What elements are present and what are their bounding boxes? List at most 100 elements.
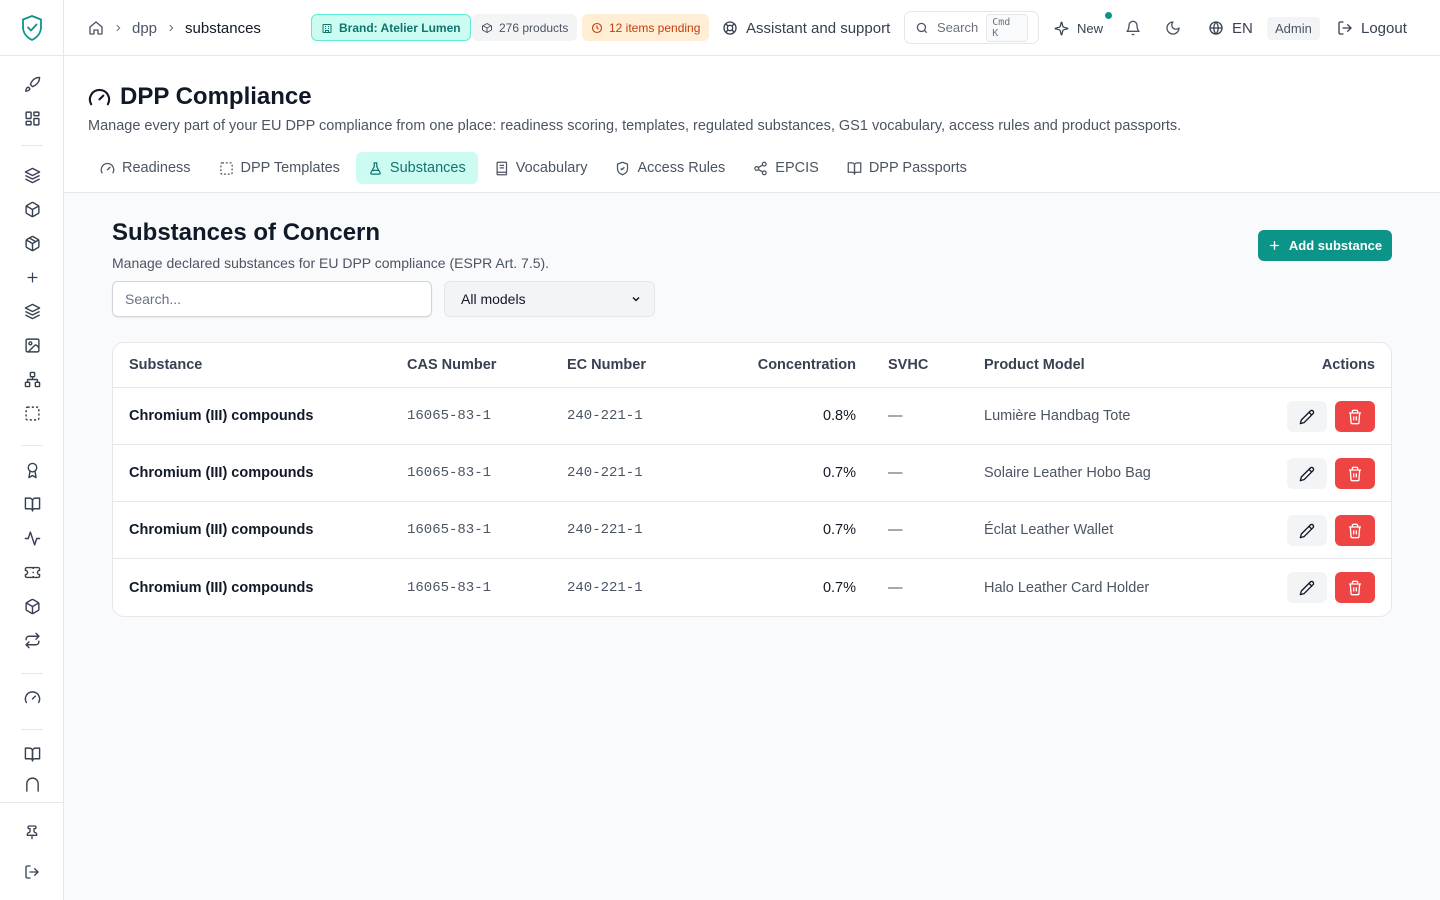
column-header[interactable]: Substance <box>129 357 203 373</box>
trash-icon <box>1347 580 1363 596</box>
box-variant-icon[interactable] <box>20 231 44 255</box>
arch-icon[interactable] <box>20 776 44 792</box>
tab-substances[interactable]: Substances <box>355 152 478 184</box>
delete-button[interactable] <box>1335 458 1375 489</box>
column-header[interactable]: CAS Number <box>407 357 497 373</box>
sign-out-icon[interactable] <box>20 860 44 884</box>
building-icon <box>321 22 333 34</box>
breadcrumb-section[interactable]: dpp <box>132 19 158 37</box>
gauge-icon <box>88 86 111 109</box>
products-badge-label: 276 products <box>499 20 569 35</box>
globe-icon <box>1208 20 1224 36</box>
column-header[interactable]: Concentration <box>757 357 856 373</box>
page-title-text: DPP Compliance <box>120 83 312 110</box>
concentration: 0.7% <box>822 522 856 538</box>
tab-epcis[interactable]: EPCIS <box>741 152 831 184</box>
clock-icon <box>591 22 603 34</box>
tab-vocabulary[interactable]: Vocabulary <box>482 152 600 184</box>
rocket-icon[interactable] <box>20 72 44 96</box>
box-icon <box>481 22 493 34</box>
table-row[interactable]: Chromium (III) compounds 16065-83-1 240-… <box>113 445 1391 502</box>
page-title: DPP Compliance <box>88 83 312 111</box>
sparkles-icon <box>1054 21 1069 36</box>
tab-bar: Readiness DPP Templates Substances Vocab… <box>88 152 983 184</box>
shield-check-logo-icon[interactable] <box>17 11 47 45</box>
table-row[interactable]: Chromium (III) compounds 16065-83-1 240-… <box>113 388 1391 445</box>
plus-icon[interactable] <box>20 265 44 289</box>
edit-button[interactable] <box>1287 401 1327 432</box>
stack-icon[interactable] <box>20 299 44 323</box>
gauge-icon <box>100 161 115 176</box>
column-header[interactable]: Product Model <box>984 357 1085 373</box>
tab-label: Access Rules <box>637 160 726 176</box>
pencil-icon <box>1299 409 1315 425</box>
svhc-status: — <box>888 465 903 481</box>
edit-button[interactable] <box>1287 458 1327 489</box>
model-filter-select[interactable]: All models <box>444 281 655 317</box>
ec-number: 240-221-1 <box>567 465 643 481</box>
cas-number: 16065-83-1 <box>407 579 492 596</box>
ec-number: 240-221-1 <box>567 408 643 424</box>
network-icon[interactable] <box>20 367 44 391</box>
image-icon[interactable] <box>20 333 44 357</box>
breadcrumb: dpp substances <box>88 0 261 56</box>
package-check-icon[interactable] <box>20 594 44 618</box>
book-icon[interactable] <box>20 742 44 766</box>
tab-dpp-templates[interactable]: DPP Templates <box>207 152 352 184</box>
svhc-status: — <box>888 579 903 596</box>
product-model: Solaire Leather Hobo Bag <box>984 465 1151 481</box>
award-icon[interactable] <box>20 458 44 482</box>
layers-icon[interactable] <box>20 163 44 187</box>
section-title: Substances of Concern <box>112 219 381 246</box>
global-search[interactable]: Search Cmd K <box>904 11 1039 44</box>
delete-button[interactable] <box>1335 572 1375 603</box>
tab-dpp-passports[interactable]: DPP Passports <box>835 152 979 184</box>
home-icon[interactable] <box>88 20 104 36</box>
pin-icon[interactable] <box>20 820 44 844</box>
table-row[interactable]: Chromium (III) compounds 16065-83-1 240-… <box>113 559 1391 616</box>
concentration: 0.8% <box>822 408 856 424</box>
products-badge[interactable]: 276 products <box>472 14 578 41</box>
edit-button[interactable] <box>1287 515 1327 546</box>
ec-number: 240-221-1 <box>567 522 643 538</box>
search-input[interactable] <box>112 281 432 317</box>
chevron-down-icon <box>630 293 642 305</box>
product-model: Halo Leather Card Holder <box>984 579 1150 596</box>
tab-readiness[interactable]: Readiness <box>88 152 203 184</box>
trash-icon <box>1347 409 1363 425</box>
add-substance-button[interactable]: Add substance <box>1258 230 1392 261</box>
column-header[interactable]: EC Number <box>567 357 646 373</box>
share-icon <box>753 161 768 176</box>
language-switcher[interactable]: EN <box>1208 0 1253 56</box>
delete-button[interactable] <box>1335 515 1375 546</box>
model-filter-value: All models <box>461 291 526 307</box>
activity-icon[interactable] <box>20 526 44 550</box>
tab-label: Vocabulary <box>515 160 588 176</box>
pending-badge[interactable]: 12 items pending <box>582 14 710 41</box>
dashed-square-icon[interactable] <box>20 401 44 425</box>
package-icon[interactable] <box>20 197 44 221</box>
logout-button[interactable]: Logout <box>1337 0 1407 56</box>
new-button[interactable]: New <box>1054 0 1103 56</box>
book-open-icon[interactable] <box>20 492 44 516</box>
tab-access-rules[interactable]: Access Rules <box>603 152 737 184</box>
support-link[interactable]: Assistant and support <box>722 0 890 56</box>
repeat-icon[interactable] <box>20 628 44 652</box>
edit-button[interactable] <box>1287 572 1327 603</box>
svhc-status: — <box>888 522 903 538</box>
table-row[interactable]: Chromium (III) compounds 16065-83-1 240-… <box>113 502 1391 559</box>
ticket-icon[interactable] <box>20 560 44 584</box>
moon-icon[interactable] <box>1161 16 1185 40</box>
brand-badge-label: Brand: Atelier Lumen <box>339 20 461 35</box>
delete-button[interactable] <box>1335 401 1375 432</box>
cas-number: 16065-83-1 <box>407 408 492 424</box>
brand-badge[interactable]: Brand: Atelier Lumen <box>311 14 471 41</box>
gauge-icon[interactable] <box>20 685 44 709</box>
bell-icon[interactable] <box>1121 16 1145 40</box>
language-label: EN <box>1232 19 1253 37</box>
support-label: Assistant and support <box>746 19 891 37</box>
dashboard-grid-icon[interactable] <box>20 106 44 130</box>
section-subtitle: Manage declared substances for EU DPP co… <box>112 255 550 271</box>
column-header[interactable]: SVHC <box>888 357 929 373</box>
chevron-right-icon <box>113 23 123 33</box>
